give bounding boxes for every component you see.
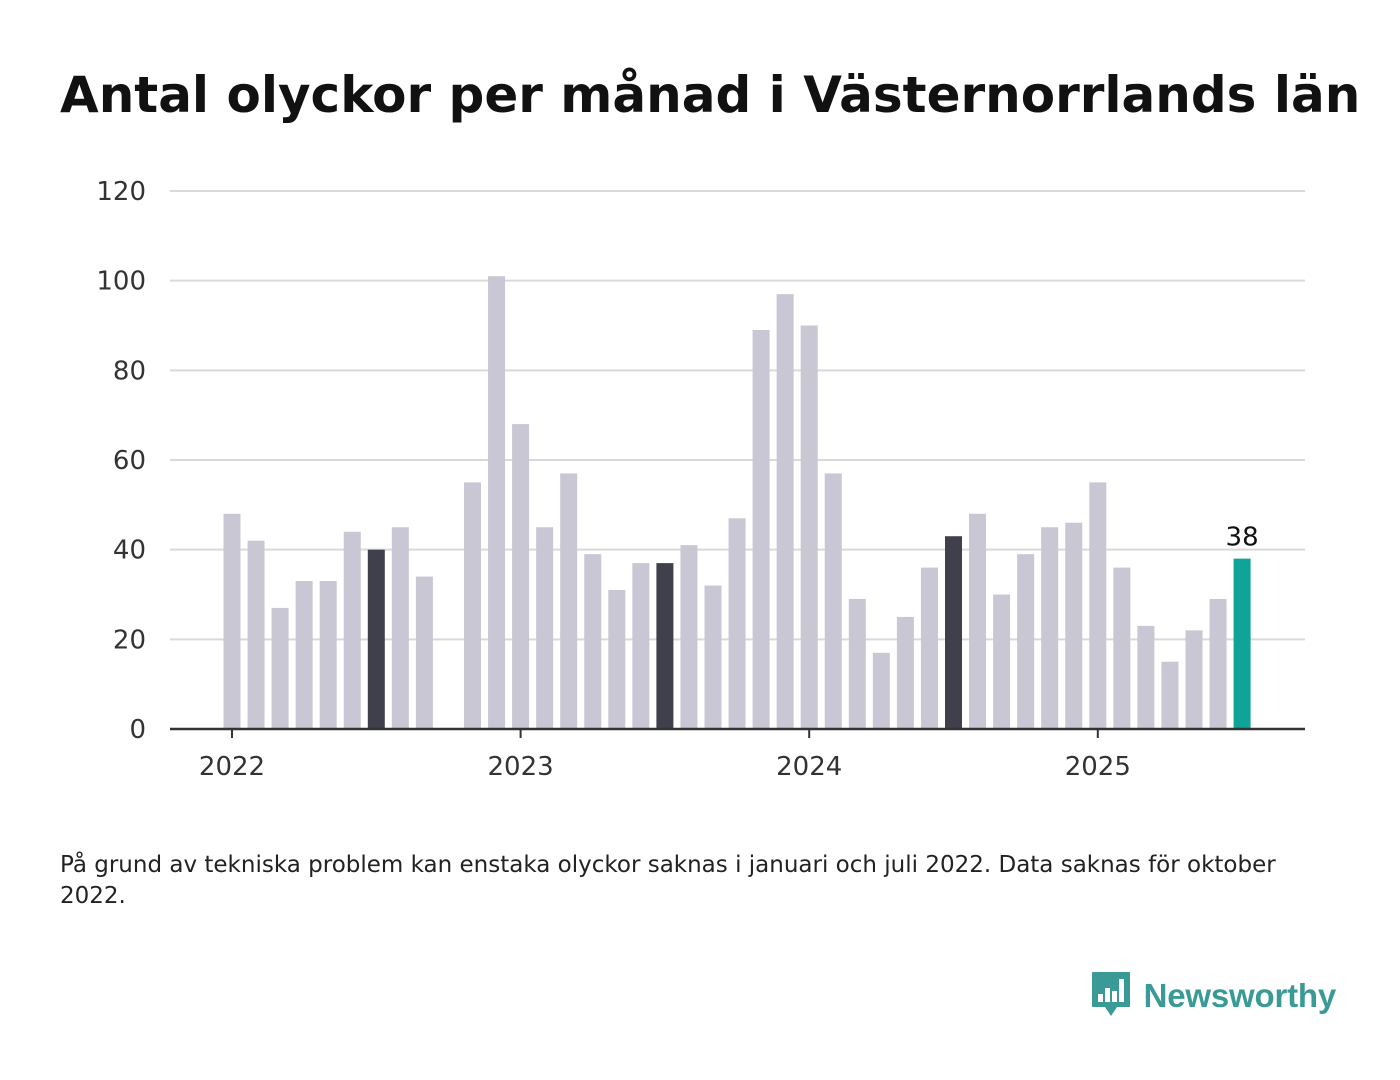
bar (632, 563, 650, 729)
bar (319, 581, 337, 729)
bar-july (367, 549, 385, 729)
bar (776, 294, 794, 729)
x-tick-label: 2024 (776, 752, 842, 782)
bar (536, 527, 554, 729)
bar (608, 590, 626, 729)
bar (343, 531, 361, 729)
bar (584, 554, 602, 729)
y-tick-label: 80 (113, 356, 146, 386)
y-axis-ticks: 0 20 40 60 80 100 120 (96, 177, 146, 745)
bar (896, 616, 914, 729)
bar (1209, 598, 1227, 729)
bar (1065, 522, 1083, 729)
bar (223, 513, 241, 729)
brand-logo: Newsworthy (1090, 970, 1336, 1022)
bar (295, 581, 313, 729)
bar (704, 585, 722, 729)
bar (800, 325, 818, 729)
bar (680, 545, 698, 729)
bar (464, 482, 481, 729)
x-axis-ticks: 2022 2023 2024 2025 (199, 729, 1131, 782)
bar (728, 518, 746, 729)
bar (993, 594, 1011, 729)
bar (1017, 554, 1035, 729)
bar (391, 527, 409, 729)
bar (920, 567, 938, 729)
x-tick-label: 2022 (199, 752, 265, 782)
bar (1185, 630, 1203, 729)
newsworthy-logo-text: Newsworthy (1143, 977, 1337, 1014)
bar (512, 424, 530, 729)
bar (824, 473, 842, 729)
bar (872, 652, 890, 729)
y-tick-label: 20 (113, 625, 146, 655)
y-tick-label: 0 (129, 715, 146, 745)
bar-july (945, 536, 962, 729)
bar (247, 540, 265, 729)
bar (560, 473, 578, 729)
bar (488, 276, 506, 729)
y-tick-label: 120 (96, 177, 146, 207)
bars (223, 276, 1251, 729)
data-labels: 38 (1226, 523, 1259, 553)
bar (1137, 625, 1155, 729)
bar (1161, 661, 1179, 729)
bar (415, 576, 433, 729)
bar-chart: 0 20 40 60 80 100 120 2022 2023 2024 2025 38 (96, 177, 1305, 782)
bar (1113, 567, 1131, 729)
y-tick-label: 100 (96, 267, 146, 297)
bar-july (656, 563, 674, 729)
chart-title: Antal olyckor per månad i Västernorrland… (60, 66, 1361, 124)
x-tick-label: 2025 (1065, 752, 1131, 782)
latest-value-label: 38 (1226, 523, 1259, 553)
x-tick-label: 2023 (488, 752, 554, 782)
y-tick-label: 40 (113, 536, 146, 566)
bar (969, 513, 987, 729)
y-tick-label: 60 (113, 446, 146, 476)
bar (1089, 482, 1107, 729)
bar (271, 607, 289, 729)
newsworthy-logo-icon (1090, 970, 1132, 1022)
bar (848, 598, 866, 729)
bar-latest (1233, 558, 1251, 729)
footnote: På grund av tekniska problem kan enstaka… (60, 852, 1276, 909)
bar (1041, 527, 1059, 729)
bar (752, 329, 770, 729)
